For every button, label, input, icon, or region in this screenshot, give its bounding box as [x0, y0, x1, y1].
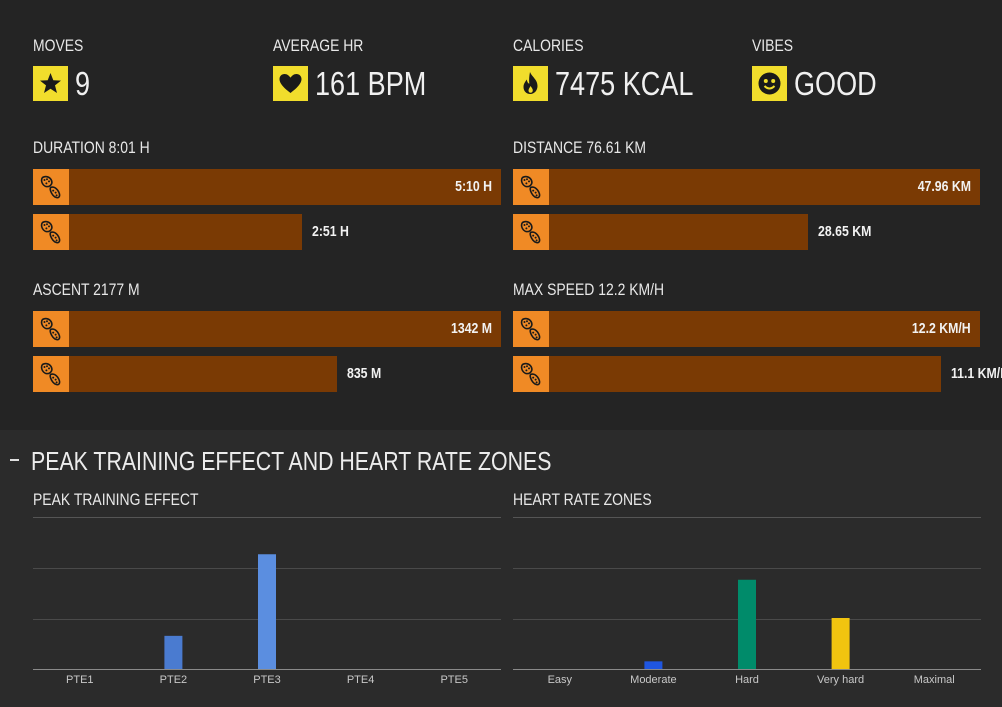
bar-value-label: 2:51 H [312, 223, 349, 240]
tick-label: Moderate [630, 674, 676, 686]
metric-bar[interactable]: 12.2 KM/H [513, 311, 980, 347]
stat-label: CALORIES [513, 36, 584, 55]
metric-bar[interactable]: 1342 M [33, 311, 501, 347]
bar-value-label: 835 M [347, 365, 382, 382]
bar-moderate[interactable] [644, 661, 663, 669]
star-icon [33, 66, 68, 101]
bar-fill [69, 169, 501, 205]
peak-training-effect-chart: PTE1 PTE2 PTE3 PTE4 PTE5 [33, 516, 501, 691]
bar-value-label: 28.65 KM [818, 223, 872, 240]
chart-svg: Easy Moderate Hard Very hard Maximal [513, 517, 981, 686]
bar-value-label: 47.96 KM [917, 178, 971, 195]
section-title: PEAK TRAINING EFFECT AND HEART RATE ZONE… [31, 446, 552, 476]
bar-value-label: 5:10 H [455, 178, 492, 195]
metric-title-distance: DISTANCE 76.61 KM [513, 138, 646, 157]
tick-label: PTE3 [253, 674, 281, 686]
tick-label: PTE1 [66, 674, 94, 686]
bar-fill [549, 169, 980, 205]
shoe-print-icon [33, 169, 69, 205]
shoe-print-icon [513, 356, 549, 392]
bar-very-hard[interactable] [831, 618, 850, 669]
metric-bar[interactable]: 11.1 KM/H [513, 356, 1002, 392]
tick-label: PTE2 [160, 674, 188, 686]
minus-icon[interactable] [10, 459, 19, 461]
bar-fill [69, 311, 501, 347]
bar-fill [549, 311, 980, 347]
stat-value: 9 [75, 65, 91, 102]
bar-value-label: 1342 M [450, 320, 492, 337]
bar-value-label: 12.2 KM/H [912, 320, 971, 337]
bar-fill [549, 356, 941, 392]
shoe-print-icon [513, 169, 549, 205]
chart-title: PEAK TRAINING EFFECT [33, 490, 199, 509]
bar-fill [549, 214, 808, 250]
bar-pte2[interactable] [164, 635, 183, 669]
bar-fill [69, 356, 337, 392]
shoe-print-icon [513, 214, 549, 250]
metric-bar[interactable]: 2:51 H [33, 214, 501, 250]
bar-pte3[interactable] [258, 554, 276, 669]
heart-icon [273, 66, 308, 101]
metric-bar[interactable]: 28.65 KM [513, 214, 980, 250]
chart-svg: PTE1 PTE2 PTE3 PTE4 PTE5 [33, 517, 501, 686]
bar-fill [69, 214, 302, 250]
bar-value-label: 11.1 KM/H [951, 365, 1002, 382]
tick-label: PTE4 [347, 674, 375, 686]
tick-label: Maximal [914, 674, 955, 686]
smiley-icon [752, 66, 787, 101]
tick-label: Very hard [817, 674, 864, 686]
stat-value: GOOD [794, 65, 877, 102]
stat-label: VIBES [752, 36, 794, 55]
shoe-print-icon [33, 356, 69, 392]
heart-rate-zones-chart: Easy Moderate Hard Very hard Maximal [513, 516, 981, 691]
metric-bar[interactable]: 835 M [33, 356, 501, 392]
tick-label: PTE5 [440, 674, 468, 686]
shoe-print-icon [33, 214, 69, 250]
shoe-print-icon [33, 311, 69, 347]
metric-bar[interactable]: 5:10 H [33, 169, 501, 205]
tick-label: Easy [548, 674, 573, 686]
shoe-print-icon [513, 311, 549, 347]
stat-value: 161 BPM [315, 65, 427, 102]
metric-title-max-speed: MAX SPEED 12.2 KM/H [513, 280, 665, 299]
metric-bar[interactable]: 47.96 KM [513, 169, 980, 205]
metric-title-ascent: ASCENT 2177 M [33, 280, 140, 299]
flame-icon [513, 66, 548, 101]
stat-value: 7475 KCAL [555, 65, 694, 102]
chart-title: HEART RATE ZONES [513, 490, 652, 509]
bar-hard[interactable] [738, 579, 756, 669]
tick-label: Hard [735, 674, 759, 686]
metric-title-duration: DURATION 8:01 H [33, 138, 150, 157]
stat-label: AVERAGE HR [273, 36, 364, 55]
stat-label: MOVES [33, 36, 84, 55]
